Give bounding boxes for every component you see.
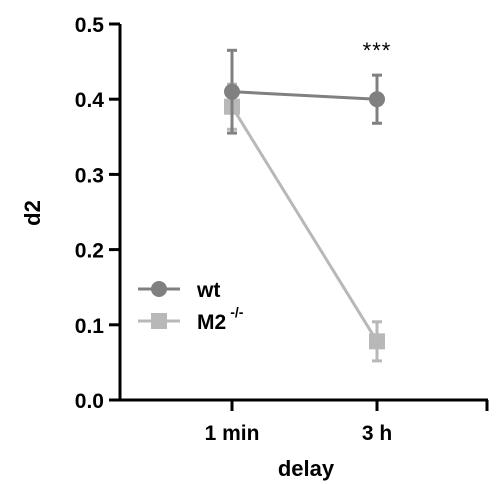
series-line [230, 105, 379, 343]
legend-item-wt: wt [138, 279, 220, 302]
y-tick-label: 0.1 [75, 315, 105, 338]
legend-marker [151, 313, 167, 329]
series-wt [224, 48, 385, 135]
x-ticks: 1 min 3 h [205, 400, 489, 445]
legend-label: M2 -/- [197, 304, 244, 334]
legend-item-m2: M2 -/- [138, 304, 244, 334]
series-m2 [224, 82, 385, 363]
legend-marker [151, 281, 167, 297]
series-line [231, 90, 378, 101]
x-axis: 1 min 3 h [119, 398, 489, 445]
y-axis-title: d2 [20, 200, 45, 226]
y-tick-label: 0.4 [75, 89, 105, 112]
y-tick-label: 0.3 [75, 164, 104, 187]
x-tick-label: 3 h [362, 422, 392, 445]
y-ticks: 0.0 0.1 0.2 0.3 0.4 0.5 [75, 14, 120, 413]
y-tick-label: 0.2 [75, 240, 104, 263]
significance-annotation: *** [363, 38, 392, 63]
series-layer [224, 48, 385, 363]
x-tick-label: 1 min [205, 422, 260, 445]
y-tick-label: 0.0 [75, 390, 104, 413]
data-point [224, 83, 240, 100]
legend-superscript: -/- [230, 304, 244, 320]
data-point [369, 91, 385, 108]
y-axis: 0.0 0.1 0.2 0.3 0.4 0.5 [75, 14, 122, 413]
x-axis-title: delay [278, 456, 335, 481]
data-point [369, 333, 385, 350]
y-tick-label: 0.5 [75, 14, 105, 37]
legend-label: wt [196, 279, 220, 302]
